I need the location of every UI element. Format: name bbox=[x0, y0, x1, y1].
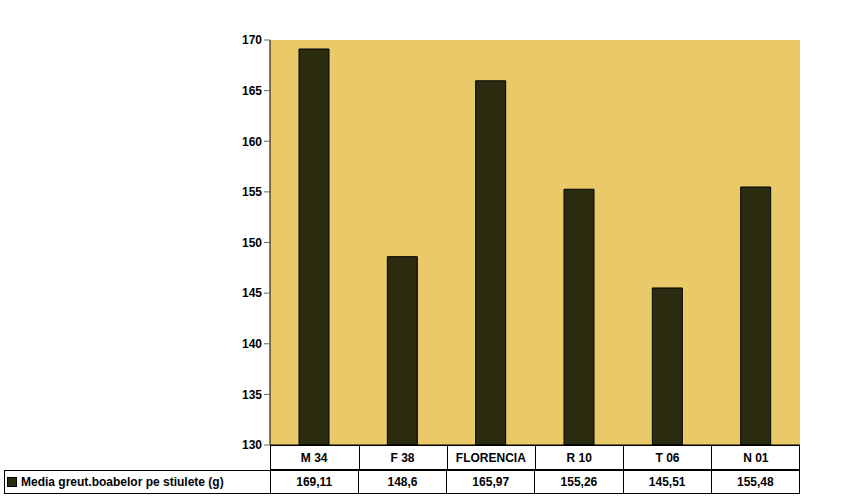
html-text:148,6: 148,6 bbox=[387, 475, 418, 489]
svg-text:135: 135 bbox=[242, 388, 262, 402]
svg-text:130: 130 bbox=[242, 438, 262, 452]
svg-text:F 38: F 38 bbox=[390, 451, 414, 465]
svg-text:160: 160 bbox=[242, 135, 262, 149]
html-text:155,26: 155,26 bbox=[560, 475, 598, 489]
svg-text:R 10: R 10 bbox=[566, 451, 592, 465]
svg-text:150: 150 bbox=[242, 236, 262, 250]
svg-text:M 34: M 34 bbox=[301, 451, 328, 465]
svg-text:170: 170 bbox=[242, 33, 262, 47]
svg-text:FLORENCIA: FLORENCIA bbox=[456, 451, 526, 465]
html-text:145,51: 145,51 bbox=[648, 475, 686, 489]
svg-text:T 06: T 06 bbox=[655, 451, 679, 465]
html-text:Media greut.boabelor pe stiule: Media greut.boabelor pe stiulete (g) bbox=[21, 475, 224, 489]
svg-text:155: 155 bbox=[242, 185, 262, 199]
svg-text:N 01: N 01 bbox=[743, 451, 769, 465]
svg-text:140: 140 bbox=[242, 337, 262, 351]
html-text:169,11: 169,11 bbox=[296, 475, 333, 489]
html-text:155,48: 155,48 bbox=[737, 475, 774, 489]
svg-text:165: 165 bbox=[242, 84, 262, 98]
html-text:165,97: 165,97 bbox=[472, 475, 510, 489]
svg-text:145: 145 bbox=[242, 286, 262, 300]
